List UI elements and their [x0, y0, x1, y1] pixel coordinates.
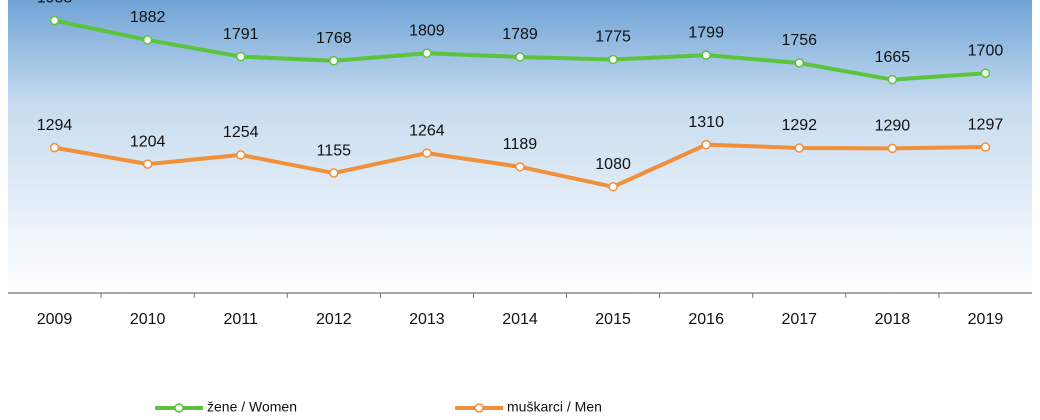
marker: [608, 182, 618, 192]
legend-marker: [474, 403, 484, 413]
data-label: 1665: [875, 49, 911, 66]
marker: [794, 143, 805, 153]
data-label: 1297: [968, 116, 1004, 133]
data-label: 1882: [130, 9, 166, 26]
marker: [980, 68, 991, 78]
x-tick-label: 2019: [968, 311, 1004, 328]
x-tick-label: 2016: [688, 311, 724, 328]
marker: [887, 143, 898, 154]
data-label: 1155: [317, 142, 352, 159]
x-tick-label: 2011: [224, 311, 259, 328]
data-label: 1799: [688, 24, 724, 41]
x-tick-label: 2017: [781, 311, 817, 328]
marker: [794, 58, 805, 68]
data-label: 1189: [503, 136, 538, 153]
legend-marker: [174, 403, 184, 413]
data-label: 1204: [130, 133, 166, 150]
data-label: 1080: [595, 156, 631, 173]
x-tick-label: 2013: [409, 311, 445, 328]
marker: [701, 139, 711, 150]
marker: [235, 51, 246, 62]
marker: [515, 162, 525, 172]
marker: [235, 150, 246, 160]
x-tick-label: 2009: [37, 311, 73, 328]
x-tick-label: 2012: [316, 311, 352, 328]
marker: [980, 142, 991, 152]
data-label: 1254: [223, 124, 259, 141]
x-tick-label: 2014: [502, 311, 538, 328]
marker: [329, 168, 339, 178]
data-label: 1264: [409, 122, 445, 139]
data-label: 1775: [595, 29, 631, 46]
marker: [329, 56, 339, 66]
legend-label: muškarci / Men: [507, 399, 602, 415]
data-label: 1988: [37, 0, 73, 7]
data-label: 1294: [37, 117, 73, 134]
x-tick-label: 2015: [595, 311, 631, 328]
data-label: 1700: [968, 42, 1004, 59]
data-label: 1756: [781, 32, 817, 49]
data-label: 1290: [875, 118, 911, 135]
marker: [515, 52, 525, 62]
data-label: 1310: [688, 114, 724, 131]
legend-label: žene / Women: [207, 399, 297, 415]
x-tick-label: 2010: [130, 311, 166, 328]
marker: [142, 35, 153, 45]
marker: [608, 54, 618, 65]
data-label: 1809: [409, 23, 445, 40]
marker: [49, 142, 60, 153]
marker: [142, 159, 153, 169]
marker: [422, 48, 432, 59]
data-label: 1791: [223, 26, 259, 43]
marker: [422, 148, 432, 158]
x-tick-label: 2018: [875, 311, 911, 328]
marker: [701, 50, 711, 60]
marker: [49, 15, 60, 26]
data-label: 1292: [781, 117, 817, 134]
marker: [887, 74, 898, 85]
data-label: 1768: [316, 30, 352, 47]
data-label: 1789: [502, 26, 538, 43]
